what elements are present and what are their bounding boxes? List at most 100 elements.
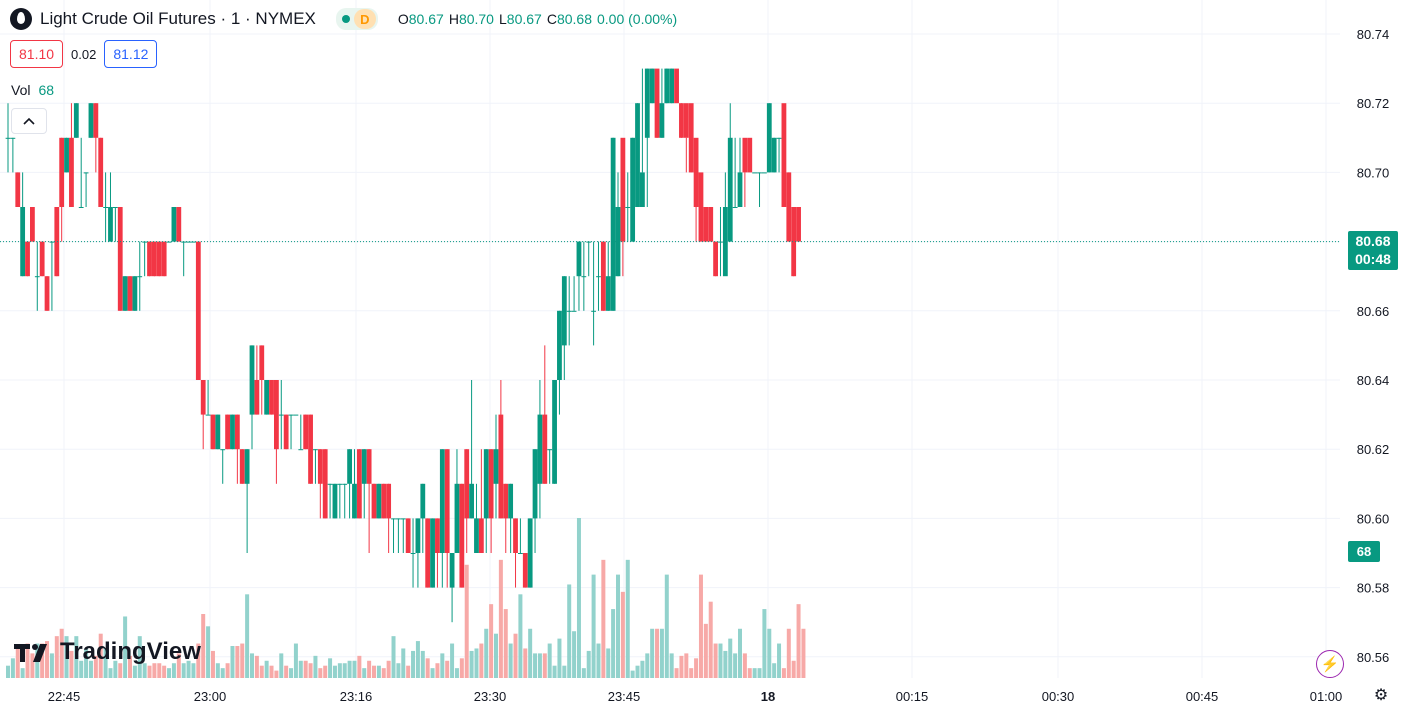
candle (771, 137, 777, 173)
time-tick-label: 00:30 (1042, 689, 1075, 704)
volume-bar (450, 643, 455, 678)
candle-body (430, 518, 435, 588)
candle (308, 414, 313, 484)
candle (142, 241, 148, 277)
volume-bar (123, 616, 128, 678)
time-tick-label: 23:16 (340, 689, 373, 704)
candle-body (708, 207, 714, 242)
candle-body (625, 207, 631, 208)
volume-bar (59, 628, 64, 678)
volume-bar (167, 668, 172, 678)
volume-bar (611, 609, 616, 678)
candle-body (566, 310, 572, 312)
volume-bar (772, 663, 777, 678)
collapse-legend-button[interactable] (11, 108, 47, 134)
candle (776, 137, 782, 173)
gear-icon[interactable]: ⚙ (1373, 687, 1389, 704)
sell-price-button[interactable]: 81.10 (10, 40, 64, 68)
symbol-title[interactable]: Light Crude Oil Futures · 1 · NYMEX (40, 9, 316, 28)
volume-bar (79, 660, 84, 678)
time-tick-label: 00:45 (1186, 689, 1219, 704)
candle-body (747, 137, 753, 173)
candle-body (147, 241, 152, 277)
volume-bar (386, 660, 391, 678)
volume-bar (484, 628, 489, 678)
volume-bar (625, 559, 630, 678)
tradingview-logo[interactable]: TradingView (14, 638, 201, 666)
volume-bar (576, 518, 581, 678)
volume-bar (606, 648, 611, 678)
volume-bar (142, 663, 147, 678)
candle (69, 103, 74, 207)
candle-body (34, 276, 40, 278)
volume-bar (108, 668, 113, 678)
candle-body (474, 518, 479, 553)
candle-body (337, 483, 343, 485)
candle-body (557, 310, 562, 380)
candle (356, 449, 362, 519)
candle-body (493, 449, 499, 484)
candle (537, 380, 543, 519)
candle-body (600, 241, 606, 311)
candle-body (225, 414, 230, 450)
candle (478, 449, 484, 553)
candle-body (78, 207, 84, 208)
candle (244, 449, 250, 553)
volume-bar (669, 653, 674, 678)
candle-body (317, 449, 323, 484)
volume-bar (547, 643, 552, 678)
candle (225, 414, 230, 450)
price-axis[interactable]: 80.74 80.72 80.70 80.68 80.66 80.64 80.62 80.60… (1357, 27, 1390, 665)
candle (557, 310, 562, 415)
candle-body (103, 207, 108, 208)
candle-body (771, 137, 777, 173)
candle (571, 276, 577, 312)
candle-body (454, 483, 460, 553)
volume-bar (162, 665, 167, 678)
market-status[interactable]: D (335, 8, 378, 30)
volume-legend: Vol 68 (11, 82, 54, 98)
candle (10, 137, 16, 173)
volume-bar (225, 663, 230, 678)
volume-bar (308, 663, 313, 678)
candle (688, 103, 694, 173)
volume-bar (523, 648, 528, 678)
time-axis[interactable]: 22:45 23:00 23:16 23:30 23:45 18 00:15 00:30 00:… (48, 689, 1343, 704)
volume-bar (581, 668, 586, 678)
volume-bar (757, 668, 762, 678)
brand-name: TradingView (60, 638, 201, 665)
candle-body (303, 414, 309, 450)
candle (322, 449, 328, 519)
buy-price-button[interactable]: 81.12 (104, 40, 158, 68)
candle (54, 207, 60, 277)
candle-body (630, 137, 636, 242)
candle-body (230, 414, 235, 450)
candle (752, 172, 758, 174)
candle (498, 380, 504, 519)
volume-bar (240, 643, 245, 678)
candle-body (117, 207, 123, 311)
candle (483, 449, 489, 553)
candle (596, 241, 601, 311)
candle (317, 449, 323, 519)
candle (703, 207, 709, 242)
lightning-icon[interactable]: ⚡ (1316, 650, 1344, 678)
candle-body (640, 172, 645, 207)
candle-body (722, 207, 728, 277)
candle-body (156, 241, 162, 277)
candle-body (688, 103, 694, 173)
volume-bar (542, 653, 547, 678)
candle (581, 241, 587, 311)
ohlc-values: O 80.67 H 80.70 L 80.67 C 80.68 0.00 (0.00%) (398, 11, 682, 27)
price-tick-label: 80.56 (1357, 650, 1390, 665)
volume-bar (352, 660, 357, 678)
volume-bar (342, 663, 347, 678)
candle-body (488, 449, 494, 519)
volume-bar (650, 628, 655, 678)
volume-bar (781, 668, 786, 678)
volume-bar (176, 653, 181, 678)
volume-bar (464, 564, 469, 678)
time-tick-label: 22:45 (48, 689, 81, 704)
